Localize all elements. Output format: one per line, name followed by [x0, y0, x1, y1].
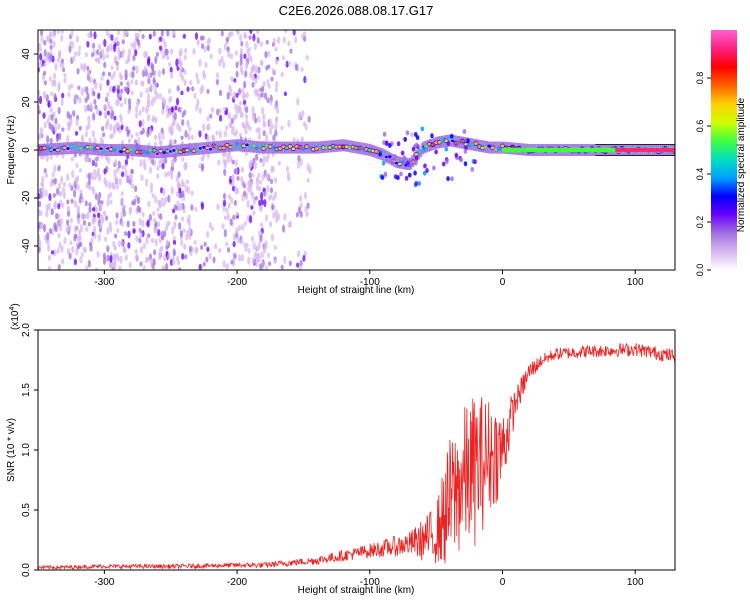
snr-x-label: Height of straight line (km): [298, 585, 415, 596]
snr-scale-prefix: (x10: [10, 310, 21, 330]
snr-y-tick-label: 2.0: [21, 323, 32, 337]
spectrogram-x-tick-label: 0: [500, 277, 506, 288]
snr-series-line: [38, 342, 675, 570]
snr-scale-exponent: 4: [9, 307, 16, 311]
spectrogram-y-tick-label: -20: [21, 190, 32, 205]
colorbar: 0.0 0.2 0.4 0.6 0.8 Normalized spectral ampl…: [695, 30, 747, 276]
colorbar-tick-label: 0.2: [695, 216, 705, 229]
snr-scale-suffix: ): [10, 303, 21, 306]
spectrogram-y-label: Frequency (Hz): [6, 116, 17, 185]
snr-x-tick-label: -200: [227, 577, 247, 588]
spectrogram-x-tick-label: 100: [627, 277, 644, 288]
colorbar-bar: [711, 30, 737, 270]
spectrogram-y-tick-label: 40: [21, 48, 32, 60]
colorbar-ticks: 0.0 0.2 0.4 0.6 0.8: [695, 72, 711, 277]
snr-y-label: SNR (10 * v/v): [6, 418, 17, 482]
spectrogram-x-tick-label: -300: [94, 277, 114, 288]
spectrogram-y-tick-label: 20: [21, 96, 32, 108]
snr-x-tick-label: -300: [94, 577, 114, 588]
snr-scale-factor: (x104): [9, 303, 21, 330]
snr-y-tick-label: 0.5: [21, 503, 32, 517]
snr-panel: -300 -200 -100 0 100 0.0 0.5 1.0 1.5 2.0 Height …: [6, 303, 676, 596]
snr-y-ticks: 0.0 0.5 1.0 1.5 2.0: [21, 323, 38, 577]
spectrogram-y-tick-label: -40: [21, 238, 32, 253]
spectrogram-x-tick-label: -200: [227, 277, 247, 288]
snr-x-tick-label: -100: [360, 577, 380, 588]
spectrogram-heatmap: [38, 30, 675, 270]
spectrogram-x-tick-label: -100: [360, 277, 380, 288]
snr-x-ticks: -300 -200 -100 0 100: [94, 570, 644, 588]
colorbar-tick-label: 0.6: [695, 120, 705, 133]
figure-title: C2E6.2026.088.08.17.G17: [279, 3, 434, 18]
colorbar-tick-label: 0.8: [695, 72, 705, 85]
snr-background: [38, 330, 675, 570]
snr-y-tick-label: 1.0: [21, 443, 32, 457]
spectrogram-y-ticks: -40 -20 0 20 40: [21, 48, 38, 253]
spectrogram-x-label: Height of straight line (km): [298, 285, 415, 296]
spectrogram-y-tick-label: 0: [21, 147, 32, 153]
colorbar-tick-label: 0.0: [695, 264, 705, 277]
snr-x-tick-label: 0: [500, 577, 506, 588]
spectrogram-x-ticks: -300 -200 -100 0 100: [94, 270, 644, 288]
colorbar-tick-label: 0.4: [695, 168, 705, 181]
snr-x-tick-label: 100: [627, 577, 644, 588]
snr-y-tick-label: 1.5: [21, 383, 32, 397]
colorbar-label: Normalized spectral amplitude: [736, 97, 747, 232]
snr-y-tick-label: 0.0: [21, 563, 32, 577]
